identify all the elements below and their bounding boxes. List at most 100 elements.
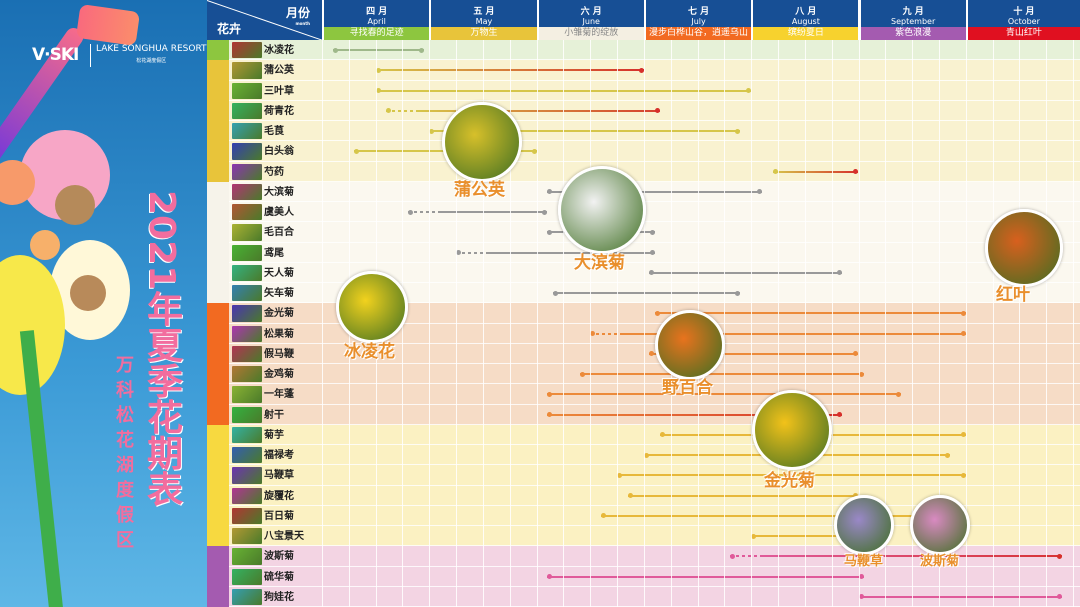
flower-photo xyxy=(232,366,262,383)
bloom-period-bar xyxy=(617,472,966,478)
flower-name: 矢车菊 xyxy=(264,288,294,299)
month-en: May xyxy=(475,17,493,26)
bloom-start-dot xyxy=(547,391,553,397)
flower-photo-callout xyxy=(558,166,646,254)
flower-name: 马鞭草 xyxy=(264,470,294,482)
flower-photo xyxy=(232,285,262,302)
flower-photo xyxy=(232,143,262,160)
flower-name: 白头翁 xyxy=(264,146,294,158)
flower-decoration xyxy=(30,230,60,260)
flower-photo-callout xyxy=(985,209,1063,287)
flower-row: 三叶草 xyxy=(207,80,1080,101)
bloom-period-bar xyxy=(579,371,864,377)
flower-photo xyxy=(232,163,262,180)
flower-photo-callout xyxy=(442,102,522,182)
bloom-start-dot xyxy=(590,331,596,337)
bloom-period-bar xyxy=(429,128,741,134)
flower-photo xyxy=(232,426,262,443)
month-theme: 青山红叶 xyxy=(967,27,1080,40)
bloom-start-dot xyxy=(649,351,655,357)
bloom-period-bar xyxy=(772,169,859,175)
bloom-end-dot xyxy=(960,432,966,438)
bloom-period-bar xyxy=(547,574,864,580)
flower-photo xyxy=(232,386,262,403)
group-color-bar xyxy=(207,40,229,61)
month-cn: 四 月 xyxy=(366,7,388,17)
month-header-june: 六 月 June 小雏菊的绽放 xyxy=(536,0,644,40)
grid-line xyxy=(965,40,967,607)
flower-name: 松果菊 xyxy=(264,328,294,340)
month-en: August xyxy=(791,17,820,26)
month-cn: 十 月 xyxy=(1013,7,1035,17)
flower-row: 鸢尾 xyxy=(207,242,1080,263)
flower-name: 冰凌花 xyxy=(264,45,294,56)
bloom-period-bar xyxy=(729,553,1063,559)
month-header-october: 十 月 October 青山红叶 xyxy=(965,0,1080,40)
flower-name: 金光菊 xyxy=(264,308,294,320)
flower-photo-callout xyxy=(834,495,894,555)
bloom-start-dot xyxy=(547,189,553,195)
flower-photo xyxy=(232,528,262,545)
grid-line xyxy=(1046,40,1048,607)
bloom-end-dot xyxy=(1057,594,1063,600)
flower-photo-callout xyxy=(336,271,408,343)
flower-name: 荷青花 xyxy=(264,105,294,117)
flower-decoration xyxy=(55,185,95,225)
flower-row: 荷青花 xyxy=(207,100,1080,121)
flower-name: 硫华菊 xyxy=(264,571,294,583)
bloom-period-bar xyxy=(407,209,548,215)
month-en: June xyxy=(582,17,600,26)
bloom-start-dot xyxy=(649,270,655,276)
bloom-start-dot xyxy=(407,209,413,215)
callout-label: 金光菊 xyxy=(764,471,815,491)
flower-name: 射干 xyxy=(264,409,284,421)
callout-label: 波斯菊 xyxy=(920,554,960,569)
flower-row: 硫华菊 xyxy=(207,566,1080,587)
bloom-end-dot xyxy=(418,47,424,53)
group-color-bar xyxy=(207,181,229,304)
header-corner: 月份 month 花卉 xyxy=(207,0,322,40)
bloom-period-bar xyxy=(627,493,859,499)
bloom-end-dot xyxy=(756,189,762,195)
flower-photo xyxy=(232,62,262,79)
bloom-end-dot xyxy=(853,169,859,175)
bloom-start-dot xyxy=(729,553,735,559)
bloom-end-dot xyxy=(858,574,864,580)
flower-name: 菊芋 xyxy=(264,429,284,441)
bloom-end-dot xyxy=(944,452,950,458)
flower-row: 芍药 xyxy=(207,161,1080,182)
bloom-start-dot xyxy=(375,88,381,94)
bloom-end-dot xyxy=(654,108,660,114)
month-theme: 漫步白桦山谷，逍遥乌山野趣 xyxy=(645,27,752,51)
bloom-start-dot xyxy=(751,533,757,539)
bloom-period-bar xyxy=(600,513,950,519)
flower-name: 百日菊 xyxy=(264,510,294,522)
flower-row: 狗娃花 xyxy=(207,586,1080,607)
bloom-start-dot xyxy=(547,412,553,418)
flower-row: 毛茛 xyxy=(207,121,1080,142)
flower-photo xyxy=(232,244,262,261)
flower-name: 一年蓬 xyxy=(264,389,294,401)
flower-photo xyxy=(232,204,262,221)
flower-photo xyxy=(232,487,262,504)
flower-photo xyxy=(232,42,262,59)
month-cn: 八 月 xyxy=(795,7,817,17)
bloom-start-dot xyxy=(456,250,462,256)
flower-photo xyxy=(232,548,262,565)
callout-label: 野百合 xyxy=(662,378,713,398)
grid-line xyxy=(724,40,726,607)
bloom-period-bar xyxy=(332,47,424,53)
grid-line xyxy=(429,40,431,607)
flower-row: 金鸡菊 xyxy=(207,364,1080,385)
bloom-end-dot xyxy=(837,270,843,276)
resort-logo: LAKE SONGHUA RESORT 松花湖度假区 xyxy=(90,44,207,67)
bloom-end-dot xyxy=(960,331,966,337)
grid-line xyxy=(482,40,484,607)
callout-label: 冰凌花 xyxy=(344,342,395,362)
bloom-start-dot xyxy=(858,594,864,600)
month-en: October xyxy=(1007,17,1040,26)
flower-name: 旋覆花 xyxy=(264,490,294,502)
bloom-start-dot xyxy=(659,432,665,438)
flower-row: 马鞭草 xyxy=(207,465,1080,486)
